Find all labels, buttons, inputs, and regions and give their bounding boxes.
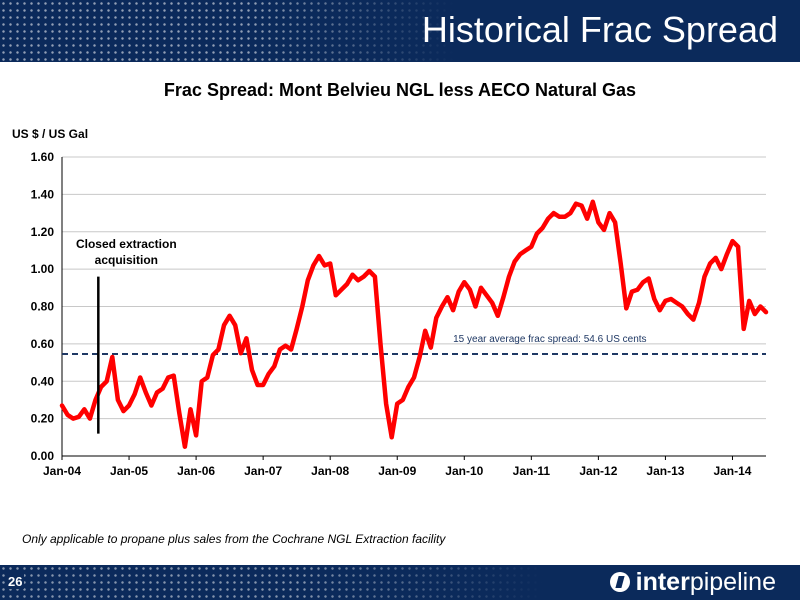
logo-text: pipeline [689, 568, 776, 596]
header-dot-fade [250, 0, 490, 62]
x-tick-label: Jan-12 [579, 464, 617, 478]
y-tick-label: 1.20 [31, 225, 55, 239]
x-tick-label: Jan-10 [445, 464, 483, 478]
x-tick-label: Jan-14 [713, 464, 751, 478]
slide-title: Historical Frac Spread [421, 9, 778, 50]
annotation-label-line2: acquisition [95, 253, 158, 267]
header-bar: Historical Frac Spread [0, 0, 800, 62]
y-tick-label: 1.40 [31, 187, 55, 201]
annotation-label-line1: Closed extraction [76, 237, 177, 251]
x-tick-label: Jan-06 [177, 464, 215, 478]
y-tick-label: 1.00 [31, 262, 55, 276]
company-logo: interpipeline [609, 568, 776, 597]
x-tick-label: Jan-04 [43, 464, 81, 478]
logo-mark-icon [609, 572, 630, 592]
footer-bar: 26 interpipeline [0, 565, 800, 600]
x-tick-label: Jan-09 [378, 464, 416, 478]
x-tick-label: Jan-11 [513, 464, 551, 478]
x-tick-label: Jan-08 [311, 464, 349, 478]
y-axis-label: US $ / US Gal [12, 127, 88, 141]
footnote: Only applicable to propane plus sales fr… [22, 532, 446, 546]
y-tick-label: 0.80 [31, 300, 55, 314]
y-tick-label: 0.60 [31, 337, 55, 351]
y-tick-label: 0.00 [31, 449, 55, 463]
y-tick-label: 1.60 [31, 150, 55, 164]
page-number: 26 [6, 574, 25, 589]
x-tick-label: Jan-07 [244, 464, 282, 478]
series-line [59, 199, 769, 449]
y-tick-label: 0.20 [31, 412, 55, 426]
x-tick-label: Jan-05 [110, 464, 148, 478]
x-tick-label: Jan-13 [646, 464, 684, 478]
logo-text-bold: inter [635, 568, 690, 596]
average-label: 15 year average frac spread: 54.6 US cen… [453, 334, 646, 345]
y-tick-label: 0.40 [31, 374, 55, 388]
footer-dot-fade [300, 565, 570, 600]
chart-title: Frac Spread: Mont Belvieu NGL less AECO … [163, 80, 637, 100]
